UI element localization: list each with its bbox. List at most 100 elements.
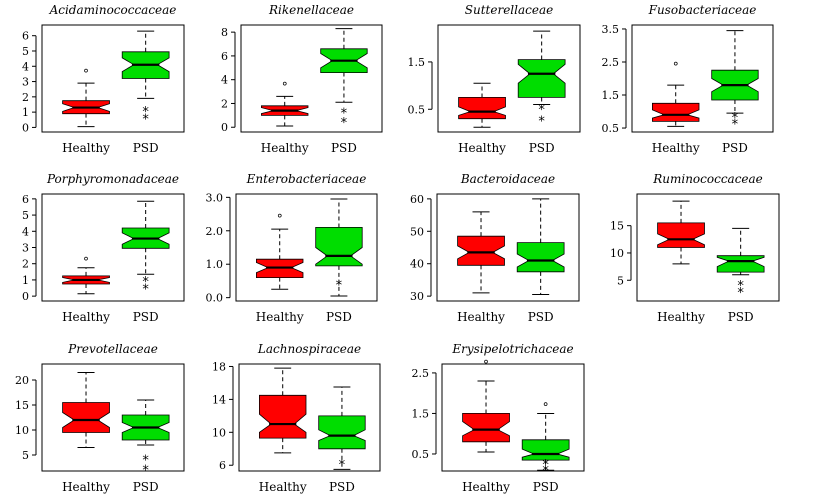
y-tick-label: 3.5: [602, 23, 620, 36]
outlier-marker: *: [538, 103, 545, 118]
chart-panel: Porphyromonadaceae 0 1 2 3 4 5 6 ° Healthy * * PSD: [2, 172, 194, 326]
box-psd: [716, 255, 765, 273]
y-tick-label: 1: [22, 106, 29, 119]
y-tick-label: 10: [212, 426, 226, 439]
outlier-marker: *: [142, 464, 149, 479]
plot-frame: [41, 363, 185, 472]
panel-title: Ruminococcaceae: [653, 172, 763, 186]
y-tick-label: 60: [410, 193, 424, 206]
chart-panel: Lachnospiraceae 6 10 14 18 Healthy * PSD: [199, 342, 390, 496]
y-tick-label: 20: [15, 374, 29, 387]
plot-frame: [240, 24, 383, 133]
box-psd: [517, 59, 566, 98]
y-tick-label: 30: [410, 290, 424, 303]
x-category-label: Healthy: [652, 141, 700, 155]
outlier-marker: *: [339, 458, 346, 473]
box-healthy: [651, 102, 700, 122]
y-tick-label: 15: [610, 220, 624, 233]
y-tick-label: 3: [22, 76, 29, 89]
plot-frame: [235, 193, 378, 302]
y-tick-label: 3.0: [206, 191, 224, 204]
y-tick-label: 1.5: [412, 407, 430, 420]
x-category-label: Healthy: [62, 310, 110, 324]
outlier-marker: *: [336, 279, 343, 294]
panel-title: Acidaminococcaceae: [49, 3, 177, 17]
y-tick-label: 8: [221, 26, 228, 39]
y-tick-label: 5: [22, 449, 29, 462]
x-category-label: Healthy: [256, 310, 304, 324]
outlier-marker: °: [282, 80, 288, 94]
boxplot-svg: 0 1 2 3 4 5 6 ° Healthy ** PSD: [22, 193, 185, 324]
box-healthy: [458, 97, 506, 120]
boxplot-svg: 0 2 4 6 8 ° Healthy ** PSD: [221, 24, 383, 155]
box-healthy: [657, 222, 705, 248]
outlier-marker: *: [142, 113, 149, 128]
y-tick-label: 3: [22, 242, 29, 255]
outlier-marker: *: [538, 115, 545, 130]
x-category-label: PSD: [728, 310, 754, 324]
y-tick-label: 40: [410, 258, 424, 271]
panel-title: Prevotellaceae: [68, 342, 158, 356]
outlier-marker: °: [543, 400, 549, 414]
boxplot-svg: 0.5 1.5 2.5 ° Healthy ** ° PSD: [412, 358, 585, 494]
plot-frame: [636, 193, 780, 302]
y-tick-label: 0.5: [602, 122, 620, 135]
plot-frame: [436, 193, 580, 302]
chart-panel: Enterobacteriaceae 0.0 1.0 2.0 3.0 ° Healthy * P…: [196, 172, 387, 326]
y-tick-label: 15: [15, 399, 29, 412]
box-psd: [318, 415, 366, 450]
y-tick-label: 6: [219, 459, 226, 472]
plot-frame: [437, 24, 581, 133]
x-category-label: Healthy: [259, 480, 307, 494]
y-tick-label: 18: [212, 360, 226, 373]
y-tick-label: 6: [22, 193, 29, 206]
chart-panel: Prevotellaceae 5 10 15 20 Healthy * * PSD: [2, 342, 194, 496]
outlier-marker: °: [277, 212, 283, 226]
box-healthy: [462, 413, 510, 443]
boxplot-svg: 5 10 15 Healthy ** PSD: [610, 193, 780, 324]
x-category-label: Healthy: [62, 141, 110, 155]
y-tick-label: 6: [221, 50, 228, 63]
y-tick-label: 0: [22, 290, 29, 303]
x-category-label: PSD: [133, 310, 159, 324]
x-category-label: PSD: [329, 480, 355, 494]
outlier-marker: *: [737, 286, 744, 301]
y-tick-label: 0.5: [412, 448, 430, 461]
y-tick-label: 2: [22, 91, 29, 104]
y-tick-label: 1.5: [408, 56, 426, 69]
box-psd: [315, 227, 363, 267]
box-healthy: [457, 235, 505, 266]
y-tick-label: 10: [610, 247, 624, 260]
x-category-label: Healthy: [458, 141, 506, 155]
y-tick-label: 6: [22, 30, 29, 43]
box-healthy: [62, 402, 110, 433]
y-tick-label: 50: [410, 225, 424, 238]
panel-title: Sutterellaceae: [464, 3, 554, 17]
outlier-marker: *: [732, 111, 739, 126]
outlier-marker: °: [83, 67, 89, 81]
outlier-marker: *: [142, 275, 149, 290]
box-psd: [521, 439, 570, 461]
x-category-label: PSD: [133, 480, 159, 494]
boxplot-svg: 0.5 1.5 2.5 3.5 ° Healthy ** PSD: [602, 23, 774, 155]
y-tick-label: 0.5: [408, 103, 426, 116]
panel-title: Rikenellaceae: [269, 3, 354, 17]
y-tick-label: 10: [15, 424, 29, 437]
y-tick-label: 4: [22, 225, 29, 238]
outlier-marker: *: [142, 282, 149, 297]
chart-panel: Ruminococcaceae 5 10 15 Healthy * * PSD: [597, 172, 789, 326]
boxplot-svg: 6 10 14 18 Healthy * PSD: [212, 360, 381, 494]
chart-panel: Erysipelotrichaceae 0.5 1.5 2.5 ° Healthy * * ° P…: [402, 342, 594, 496]
y-tick-label: 2.5: [412, 367, 430, 380]
y-tick-label: 2: [221, 97, 228, 110]
x-category-label: PSD: [133, 141, 159, 155]
outlier-marker: *: [341, 116, 348, 131]
outlier-marker: *: [542, 458, 549, 473]
x-category-label: PSD: [326, 310, 352, 324]
y-tick-label: 2: [22, 258, 29, 271]
y-tick-label: 14: [212, 393, 226, 406]
boxplot-svg: 0.0 1.0 2.0 3.0 ° Healthy * PSD: [206, 191, 378, 324]
outlier-marker: °: [83, 255, 89, 269]
y-tick-label: 5: [617, 274, 624, 287]
